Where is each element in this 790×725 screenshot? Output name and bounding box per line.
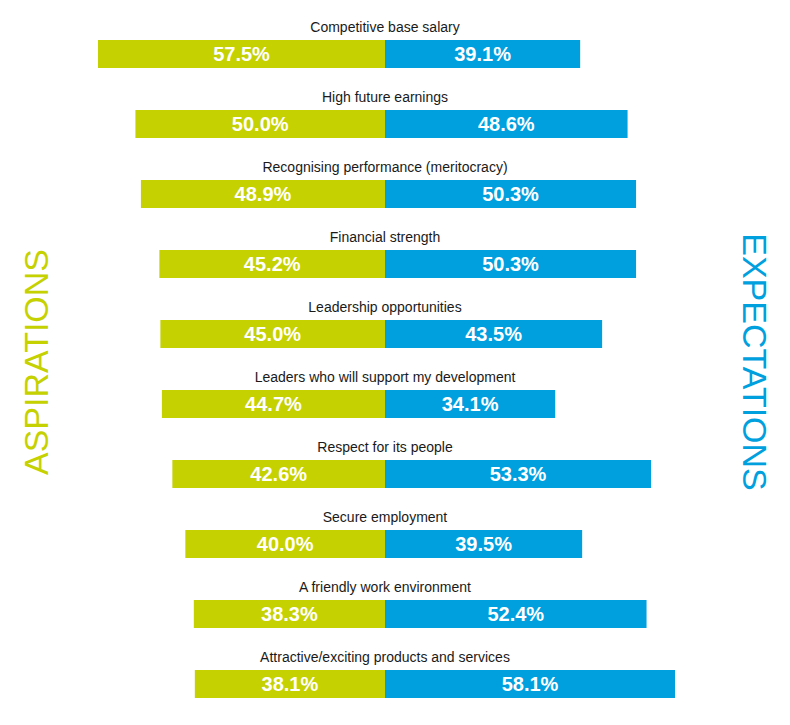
- svg-text:57.5%: 57.5%: [213, 43, 270, 65]
- svg-text:Leadership opportunities: Leadership opportunities: [308, 299, 461, 315]
- svg-text:A friendly work environment: A friendly work environment: [299, 579, 471, 595]
- svg-text:48.9%: 48.9%: [235, 183, 292, 205]
- svg-text:Respect for its people: Respect for its people: [317, 439, 453, 455]
- svg-text:53.3%: 53.3%: [490, 463, 547, 485]
- svg-text:Competitive base salary: Competitive base salary: [310, 19, 459, 35]
- svg-text:44.7%: 44.7%: [245, 393, 302, 415]
- svg-text:Secure employment: Secure employment: [323, 509, 448, 525]
- svg-text:Recognising performance (merit: Recognising performance (meritocracy): [262, 159, 507, 175]
- svg-text:58.1%: 58.1%: [502, 673, 559, 695]
- svg-text:Financial strength: Financial strength: [330, 229, 441, 245]
- svg-text:Leaders who will support my de: Leaders who will support my development: [255, 369, 516, 385]
- svg-text:52.4%: 52.4%: [487, 603, 544, 625]
- svg-text:50.0%: 50.0%: [232, 113, 289, 135]
- svg-text:45.0%: 45.0%: [244, 323, 301, 345]
- svg-text:45.2%: 45.2%: [244, 253, 301, 275]
- svg-text:50.3%: 50.3%: [482, 253, 539, 275]
- svg-text:34.1%: 34.1%: [442, 393, 499, 415]
- svg-text:EXPECTATIONS: EXPECTATIONS: [736, 233, 774, 491]
- svg-text:ASPIRATIONS: ASPIRATIONS: [17, 249, 55, 475]
- svg-text:39.5%: 39.5%: [455, 533, 512, 555]
- svg-text:High future earnings: High future earnings: [322, 89, 448, 105]
- svg-text:38.1%: 38.1%: [262, 673, 319, 695]
- svg-text:43.5%: 43.5%: [465, 323, 522, 345]
- svg-text:48.6%: 48.6%: [478, 113, 535, 135]
- svg-text:40.0%: 40.0%: [257, 533, 314, 555]
- svg-text:39.1%: 39.1%: [454, 43, 511, 65]
- svg-text:38.3%: 38.3%: [261, 603, 318, 625]
- svg-text:50.3%: 50.3%: [482, 183, 539, 205]
- svg-text:42.6%: 42.6%: [250, 463, 307, 485]
- svg-text:Attractive/exciting products a: Attractive/exciting products and service…: [260, 649, 510, 665]
